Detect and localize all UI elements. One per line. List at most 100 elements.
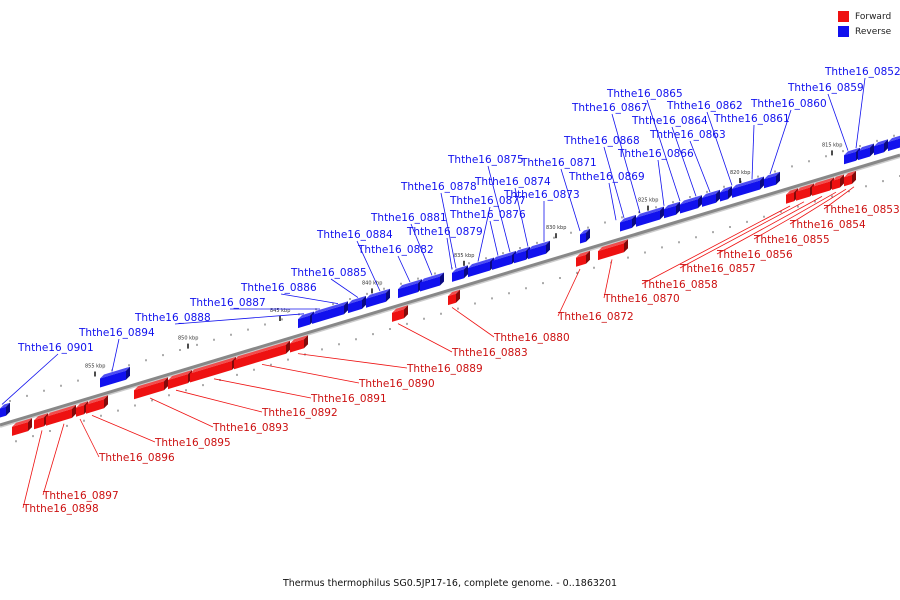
- reverse-gene-label: Ththe16_0876: [449, 209, 526, 221]
- gene-top: [392, 305, 408, 313]
- gene-side: [586, 228, 590, 242]
- reverse-leader: [487, 165, 511, 253]
- gene-front: [796, 187, 810, 201]
- forward-gene[interactable]: [134, 377, 168, 400]
- reverse-gene[interactable]: [858, 143, 874, 161]
- gene-side: [464, 265, 468, 279]
- reverse-gene[interactable]: [0, 402, 10, 418]
- reverse-leader: [769, 109, 792, 175]
- reverse-gene[interactable]: [844, 147, 860, 165]
- forward-gene[interactable]: [234, 340, 290, 370]
- reverse-gene[interactable]: [100, 366, 130, 388]
- forward-gene[interactable]: [576, 250, 590, 267]
- forward-gene[interactable]: [598, 239, 628, 261]
- gene-top: [34, 413, 48, 421]
- forward-gene-label: Ththe16_0854: [789, 219, 866, 231]
- gene-top: [398, 279, 422, 290]
- gene-front: [702, 193, 716, 207]
- gene-front: [76, 405, 84, 417]
- reverse-gene[interactable]: [620, 214, 636, 232]
- forward-gene[interactable]: [12, 418, 32, 436]
- forward-gene-label: Ththe16_0880: [493, 332, 570, 344]
- reverse-leader: [603, 146, 625, 218]
- gene-front: [34, 417, 44, 430]
- reverse-leader: [657, 159, 665, 206]
- forward-gene-label: Ththe16_0897: [42, 490, 119, 502]
- reverse-leader: [440, 192, 457, 269]
- forward-gene-label: Ththe16_0853: [823, 204, 900, 216]
- gene-top: [86, 395, 108, 405]
- forward-gene-label: Ththe16_0895: [154, 437, 231, 449]
- reverse-gene-label: Ththe16_0873: [503, 189, 580, 201]
- reverse-gene[interactable]: [680, 195, 702, 214]
- gene-front: [452, 269, 464, 282]
- gene-top: [844, 147, 860, 156]
- reverse-gene[interactable]: [874, 139, 888, 156]
- gene-front: [100, 370, 126, 388]
- reverse-gene-label: Ththe16_0869: [568, 171, 645, 183]
- gene-front: [874, 143, 884, 156]
- gene-front: [844, 151, 856, 165]
- gene-side: [586, 250, 590, 264]
- forward-gene[interactable]: [290, 335, 308, 353]
- reverse-gene[interactable]: [468, 257, 494, 278]
- gene-front: [298, 315, 310, 329]
- reverse-gene[interactable]: [312, 301, 348, 324]
- reverse-gene[interactable]: [420, 272, 444, 292]
- gene-top: [168, 370, 192, 381]
- forward-gene[interactable]: [832, 174, 844, 190]
- forward-leader: [91, 415, 156, 443]
- gene-front: [528, 244, 546, 260]
- reverse-gene[interactable]: [528, 240, 550, 260]
- reverse-gene[interactable]: [452, 265, 468, 282]
- reverse-leader: [671, 126, 697, 197]
- gene-front: [420, 276, 440, 292]
- reverse-gene[interactable]: [888, 135, 900, 152]
- forward-gene[interactable]: [844, 170, 856, 187]
- reverse-leader: [514, 187, 529, 247]
- reverse-gene[interactable]: [514, 246, 530, 264]
- gene-top: [580, 228, 590, 235]
- reverse-gene[interactable]: [664, 201, 680, 219]
- reverse-leader: [611, 113, 641, 214]
- gene-side: [286, 340, 290, 354]
- forward-gene[interactable]: [46, 404, 76, 426]
- reverse-gene-label: Ththe16_0860: [750, 98, 827, 110]
- reverse-gene[interactable]: [720, 186, 732, 202]
- reverse-gene-label: Ththe16_0875: [447, 154, 524, 166]
- gene-front: [832, 178, 840, 190]
- genes-layer: [0, 135, 900, 436]
- gene-side: [104, 395, 108, 409]
- tick-label: 850 kbp: [178, 336, 198, 342]
- forward-gene[interactable]: [392, 305, 408, 322]
- reverse-gene-label: Ththe16_0864: [631, 115, 708, 127]
- gene-front: [580, 232, 586, 244]
- tick-label: 820 kbp: [730, 170, 750, 176]
- reverse-gene-label: Ththe16_0887: [189, 297, 266, 309]
- reverse-gene[interactable]: [492, 250, 516, 270]
- forward-leader: [42, 423, 65, 496]
- gene-front: [720, 190, 728, 202]
- reverse-gene[interactable]: [366, 288, 390, 308]
- reverse-gene[interactable]: [702, 189, 720, 207]
- gene-side: [840, 174, 844, 188]
- gene-top: [620, 214, 636, 223]
- gene-front: [636, 210, 660, 227]
- forward-gene-label: Ththe16_0870: [603, 293, 680, 305]
- forward-gene[interactable]: [448, 289, 460, 306]
- reverse-leader: [356, 240, 381, 292]
- gene-top: [298, 311, 314, 320]
- reverse-gene[interactable]: [636, 206, 664, 227]
- reverse-gene[interactable]: [580, 228, 590, 244]
- gene-top: [514, 246, 530, 255]
- reverse-gene[interactable]: [732, 176, 764, 198]
- forward-leader: [451, 307, 495, 338]
- gene-front: [576, 254, 586, 267]
- reverse-gene[interactable]: [764, 171, 780, 189]
- forward-gene[interactable]: [86, 395, 108, 414]
- reverse-leader: [608, 182, 617, 221]
- reverse-leader: [174, 313, 305, 325]
- reverse-gene[interactable]: [348, 295, 366, 314]
- gene-side: [728, 186, 732, 200]
